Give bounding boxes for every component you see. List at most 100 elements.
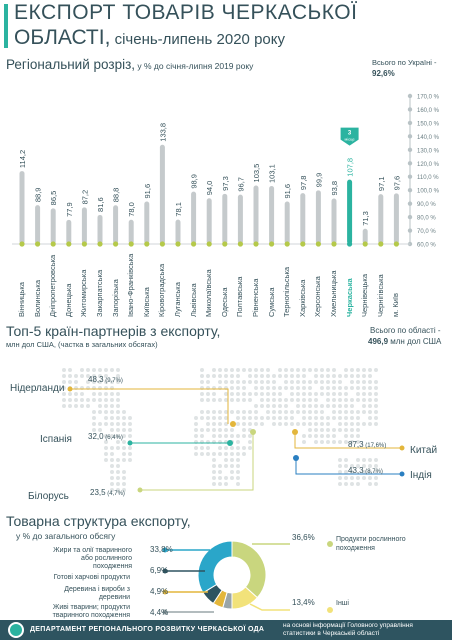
bar-value-label: 103,1 — [268, 164, 277, 183]
region-total-label: Всього по області - — [370, 326, 441, 335]
bar-value-label: 88,9 — [34, 188, 43, 203]
value-food: 6,9% — [150, 566, 169, 575]
region-label: Житомирська — [79, 269, 89, 317]
bar-value-label: 114,2 — [18, 150, 27, 168]
bar-value-label: 87,2 — [80, 190, 89, 205]
y-tick-dot — [407, 93, 413, 99]
y-tick-label: 160,0 % — [417, 108, 440, 114]
region-label: Рівненська — [251, 278, 260, 317]
bar-6 — [97, 214, 103, 244]
bar-value-label: 77,9 — [65, 202, 74, 217]
bar-5 — [81, 207, 87, 244]
bar-19 — [300, 193, 306, 244]
y-tick-label: 80,0 % — [417, 216, 436, 222]
region-label: Черкаська — [344, 278, 354, 317]
region-label: Тернопільська — [282, 266, 292, 317]
y-tick-dot — [407, 214, 413, 220]
donut-label-dot-3 — [162, 589, 168, 595]
bar-value-label: 99,9 — [314, 173, 323, 188]
bar-2 — [35, 205, 41, 244]
structure-donut-chart — [162, 540, 333, 615]
bar-10 — [159, 144, 165, 244]
bar-base-dot — [206, 241, 212, 247]
bar-value-label: 93,8 — [330, 181, 339, 196]
bar-value-label: 94,0 — [205, 181, 214, 196]
donut-right-dot-1 — [327, 541, 333, 547]
region-label: Херсонська — [313, 276, 323, 317]
regional-heading: Регіональний розріз, у % до січня-липня … — [6, 57, 254, 72]
partners-subheading: млн дол США, (частка в загальних обсягах… — [6, 340, 158, 349]
page-title-line1: ЕКСПОРТ ТОВАРІВ ЧЕРКАСЬКОЇ — [14, 1, 358, 24]
country-india: Індія — [410, 470, 432, 481]
value-other: 13,4% — [292, 598, 315, 607]
bar-base-dot — [159, 241, 165, 247]
bar-9 — [144, 201, 150, 244]
label-wood: Деревина і вироби з деревини — [64, 586, 130, 601]
partners-heading: Топ-5 країн-партнерів з експорту, — [6, 323, 221, 339]
region-label: м. Київ — [391, 293, 401, 317]
value-spain: 32,0 (6,4%) — [88, 432, 123, 441]
world-map — [62, 368, 405, 493]
donut-label-dot-1 — [162, 547, 168, 553]
region-label: Дніпропетровська — [48, 254, 58, 317]
country-marker-1 — [230, 421, 236, 427]
donut-slice-2 — [197, 540, 233, 594]
bar-base-dot — [81, 241, 87, 247]
value-india: 43,3 (8,7%) — [348, 466, 383, 475]
y-tick-label: 70,0 % — [417, 229, 436, 235]
donut-slice-1 — [231, 540, 267, 599]
region-label: Чернігівська — [375, 274, 385, 317]
bar-base-dot — [128, 241, 134, 247]
donut-right-dot-2 — [327, 607, 333, 613]
bar-base-dot — [144, 241, 150, 247]
country-netherlands: Нідерланди — [10, 383, 65, 394]
ukraine-total-label: Всього по Україні - — [372, 58, 437, 67]
rank-badge-number: 3 — [348, 131, 352, 137]
bar-value-label: 97,3 — [221, 176, 230, 191]
bar-base-dot — [237, 241, 243, 247]
value-wood: 4,9% — [150, 587, 169, 596]
bar-value-label: 98,9 — [190, 174, 199, 189]
donut-label-dot-2 — [162, 568, 168, 574]
bar-value-label: 71,3 — [361, 211, 370, 226]
y-tick-dot — [407, 161, 413, 166]
bar-14 — [222, 193, 228, 244]
bar-base-dot — [222, 241, 228, 247]
title-period: січень-липень 2020 року — [110, 31, 285, 48]
leader-line-1 — [68, 388, 229, 424]
bar-base-dot — [97, 241, 103, 247]
bar-base-dot — [175, 241, 181, 247]
bar-3 — [50, 208, 56, 244]
bar-11 — [175, 219, 181, 244]
bar-base-dot — [269, 241, 275, 247]
bar-12 — [191, 191, 197, 244]
region-total-value: 496,9 млн дол США — [368, 337, 442, 346]
bar-base-dot — [347, 241, 353, 247]
bar-24 — [378, 194, 384, 244]
bar-8 — [128, 219, 134, 244]
region-label: Запорізька — [110, 279, 120, 317]
y-tick-dot — [407, 147, 413, 153]
bar-base-dot — [315, 241, 321, 247]
label-food: Готові харчові продукти — [53, 574, 130, 581]
department-logo-icon — [8, 622, 24, 638]
value-plant: 36,6% — [292, 533, 315, 542]
bar-value-label: 86,5 — [49, 191, 58, 206]
y-tick-dot — [407, 228, 413, 233]
donut-leader-6 — [249, 603, 290, 611]
bar-value-label: 88,8 — [112, 188, 121, 203]
value-animals: 4,4% — [150, 608, 169, 617]
region-label: Сумська — [266, 287, 276, 317]
bar-value-label: 107,8 — [346, 158, 355, 177]
bar-4 — [66, 219, 72, 244]
region-label: Полтавська — [235, 276, 245, 317]
label-dot-1 — [67, 386, 73, 392]
bar-20 — [315, 190, 321, 244]
country-china: Китай — [410, 445, 438, 456]
country-spain: Іспанія — [40, 434, 72, 445]
title-region: ОБЛАСТІ, — [14, 26, 111, 49]
donut-label-dot-4 — [162, 609, 168, 615]
y-tick-label: 100,0 % — [417, 189, 440, 195]
bar-base-dot — [191, 241, 197, 247]
y-tick-label: 140,0 % — [417, 135, 440, 141]
